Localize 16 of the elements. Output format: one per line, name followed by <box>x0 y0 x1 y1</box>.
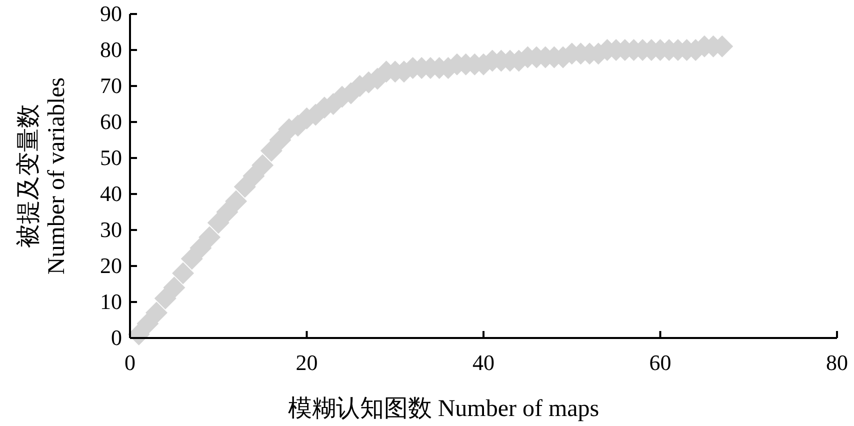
y-tick-label: 70 <box>100 73 122 98</box>
y-tick-label: 40 <box>100 181 122 206</box>
x-tick-label: 80 <box>826 350 848 375</box>
y-tick-label: 30 <box>100 217 122 242</box>
y-tick-label: 0 <box>111 325 122 350</box>
y-tick-label: 60 <box>100 109 122 134</box>
y-tick-label: 80 <box>100 37 122 62</box>
x-axis-title: 模糊认知图数 Number of maps <box>288 396 600 422</box>
x-tick-label: 60 <box>649 350 672 375</box>
y-tick-label: 10 <box>100 289 122 314</box>
y-tick-label: 50 <box>100 145 122 170</box>
y-axis-title: 被提及变量数 Number of variables <box>15 77 70 275</box>
y-tick-label: 90 <box>100 1 122 26</box>
x-tick-label: 40 <box>472 350 494 375</box>
y-tick-label: 20 <box>100 253 122 278</box>
x-tick-label: 20 <box>296 350 318 375</box>
